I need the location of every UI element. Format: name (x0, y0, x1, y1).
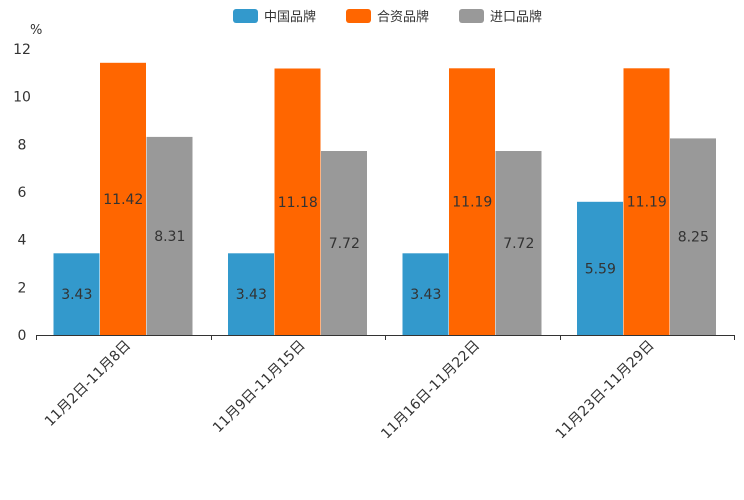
bar (274, 68, 321, 335)
y-axis-unit-label: % (30, 23, 42, 38)
bar (228, 253, 274, 335)
y-tick-label: 8 (18, 137, 27, 153)
bar (670, 138, 716, 335)
legend-item-3: 进口品牌 (459, 9, 542, 25)
bar-value-label: 11.19 (452, 195, 492, 211)
legend-swatch (346, 9, 371, 23)
bar (495, 151, 542, 335)
bar (321, 151, 367, 335)
bar-value-label: 8.31 (154, 229, 185, 245)
y-tick-label: 4 (18, 233, 27, 249)
bar-value-label: 5.59 (585, 261, 616, 277)
legend-swatch (459, 9, 484, 23)
y-tick-label: 10 (13, 90, 31, 106)
y-tick-label: 2 (18, 280, 27, 296)
bar (53, 253, 100, 335)
bar (577, 201, 623, 335)
bar-value-label: 11.42 (103, 192, 143, 208)
bar-group-1: 3.43 11.42 8.31 (53, 62, 193, 336)
bar-value-label: 8.25 (678, 230, 709, 246)
bar-group-2: 3.43 11.18 7.72 (228, 68, 367, 335)
bar (623, 68, 670, 336)
x-tick-label: 11月23日-11月29日 (553, 338, 658, 443)
x-axis: 11月2日-11月8日 11月9日-11月15日 11月16日-11月22日 11月2… (36, 335, 735, 442)
bar-value-label: 11.19 (627, 195, 667, 211)
bar (402, 253, 449, 335)
bar (100, 62, 146, 336)
x-tick-label: 11月16日-11月22日 (378, 338, 483, 443)
bar-value-label: 3.43 (61, 287, 92, 303)
legend-swatch (233, 9, 258, 23)
bar-value-label: 3.43 (410, 287, 441, 303)
bar-value-label: 7.72 (503, 236, 534, 252)
legend: 中国品牌 合资品牌 进口品牌 (233, 9, 542, 25)
y-tick-label: 12 (13, 42, 31, 58)
y-axis: 0 2 4 6 8 10 12 (13, 42, 31, 344)
bar-group-4: 5.59 11.19 8.25 (577, 68, 716, 336)
bars: 3.43 11.42 8.31 3.43 11.18 7.72 3.43 11.19 7.72 5… (53, 62, 716, 336)
bar-group-3: 3.43 11.19 7.72 (402, 68, 542, 336)
bar (146, 136, 193, 335)
bar-value-label: 11.18 (278, 195, 318, 211)
x-tick-label: 11月9日-11月15日 (210, 338, 309, 437)
bar (449, 68, 495, 336)
bar-value-label: 7.72 (329, 236, 360, 252)
legend-label: 合资品牌 (377, 9, 429, 25)
legend-item-2: 合资品牌 (346, 9, 429, 25)
bar-value-label: 3.43 (236, 287, 267, 303)
y-tick-label: 6 (18, 185, 27, 201)
x-tick-label: 11月2日-11月8日 (42, 338, 134, 430)
legend-label: 中国品牌 (264, 9, 316, 25)
legend-item-1: 中国品牌 (233, 9, 316, 25)
y-tick-label: 0 (18, 328, 27, 344)
legend-label: 进口品牌 (490, 9, 542, 25)
